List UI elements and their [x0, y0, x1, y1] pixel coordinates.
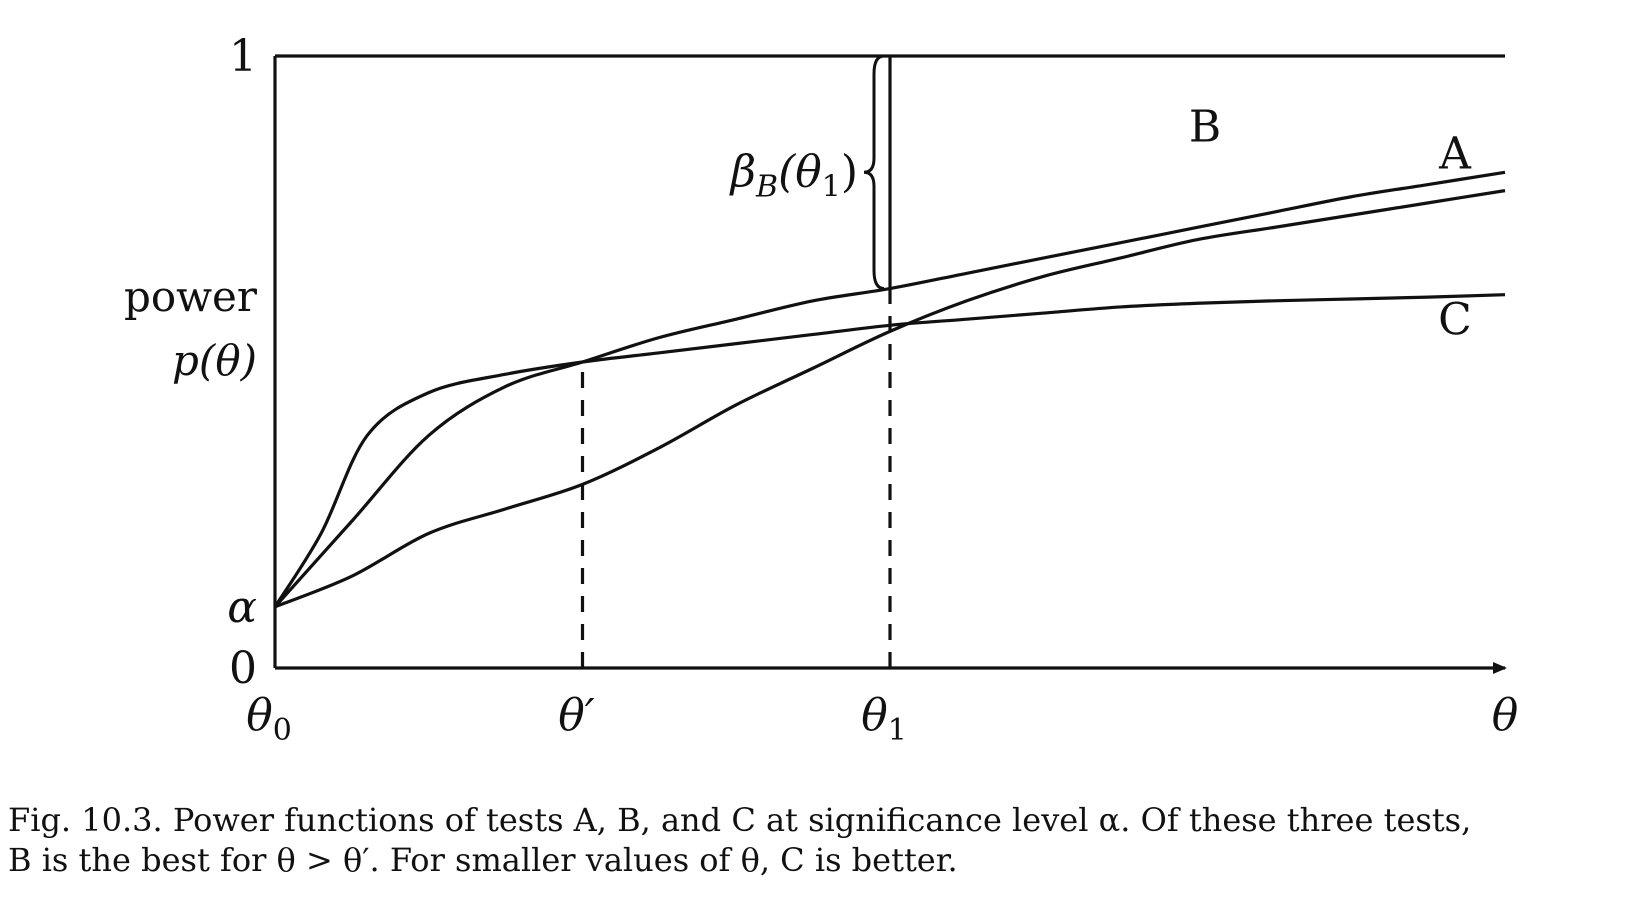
annotation-arg-0: (θ	[778, 146, 822, 197]
y-axis-label-line-1: p(θ)	[172, 336, 257, 385]
x-tick-subscript-0: 0	[273, 713, 292, 748]
figure-caption: Fig. 10.3. Power functions of tests A, B…	[8, 800, 1643, 880]
reference-lines	[275, 54, 1505, 668]
y-tick-label-1: α	[227, 582, 257, 633]
annotation-beta-0: β	[729, 146, 756, 197]
x-tick-prime-1: ′	[585, 690, 595, 741]
x-tick-subscript-2: 1	[888, 713, 907, 748]
annotation-sub-0: B	[755, 169, 778, 204]
x-tick-symbol-2: θ	[861, 690, 888, 741]
annotation-label-0: βB(θ1)	[729, 146, 858, 204]
series-label-c: C	[1438, 295, 1472, 346]
y-tick-label-0: 0	[229, 643, 257, 694]
annotations: βB(θ1)	[729, 54, 885, 291]
series-line-a	[274, 189, 1506, 609]
x-tick-label-2: θ1	[861, 690, 907, 748]
caption-line-1: Fig. 10.3. Power functions of tests A, B…	[8, 801, 1472, 839]
annotation-close-0: )	[841, 146, 858, 197]
series-line-b	[273, 170, 1506, 608]
x-tick-label-0: θ0	[246, 690, 292, 748]
power-curves: A B C	[273, 102, 1506, 609]
brace-0	[863, 54, 885, 291]
series-label-a: A	[1438, 129, 1472, 180]
x-tick-label-1: θ′	[558, 690, 595, 741]
x-tick-symbol-1: θ	[558, 690, 585, 741]
x-tick-symbol-0: θ	[246, 690, 273, 741]
y-tick-label-2: 1	[229, 31, 257, 82]
x-axis-label: θ	[1492, 690, 1519, 741]
caption-line-2: B is the best for θ > θ′. For smaller va…	[8, 841, 958, 879]
series-label-b: B	[1189, 102, 1221, 153]
series-line-c	[273, 293, 1506, 608]
y-axis-label-line-0: power	[124, 272, 258, 321]
axes	[273, 56, 1507, 674]
annotation-arg-sub-0: 1	[822, 169, 841, 204]
